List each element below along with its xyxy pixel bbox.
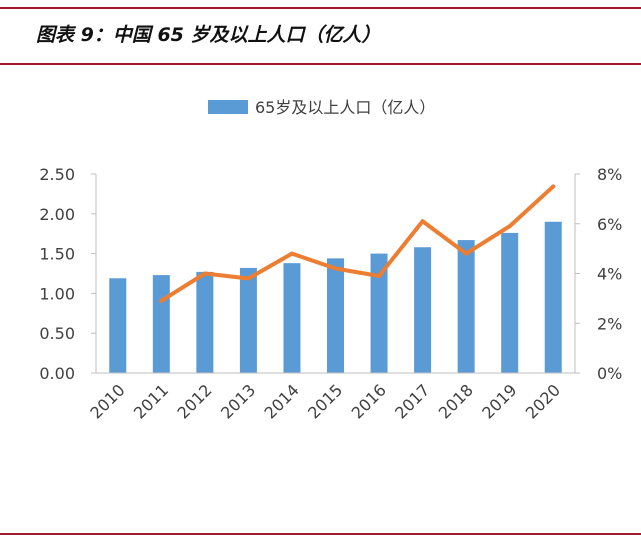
title-rule [0,63,641,65]
left-tick-label: 1.00 [39,284,75,303]
x-tick-label: 2020 [522,380,564,422]
right-tick-label: 8% [597,165,622,184]
bar-2017 [414,247,432,373]
left-tick-label: 1.50 [39,245,75,264]
bar-2019 [501,232,519,373]
figure-title: 图表 9：中国 65 岁及以上人口（亿人） [36,24,381,46]
growth-line-path [159,184,556,303]
growth-point-2017 [420,219,425,224]
axes [95,174,576,374]
x-tick-label: 2015 [304,380,346,422]
bar-2015 [327,258,344,373]
left-axis-ticks: 0.00 0.50 1.00 1.50 2.00 2.50 [39,165,96,383]
bar-2012 [196,271,214,373]
bottom-rule [0,533,641,535]
x-tick-label: 2018 [435,380,477,422]
growth-point-2013 [246,276,251,281]
bar-2011 [152,275,170,373]
x-tick-label: 2011 [130,380,172,422]
bar-2013 [239,267,257,373]
growth-point-2012 [202,271,207,276]
x-axis-ticks: 2010 2011 2012 2013 2014 2015 2016 2017 2018 2019… [86,380,564,422]
right-tick-label: 0% [597,364,622,383]
right-tick-label: 6% [597,215,622,234]
bar-2014 [283,263,301,373]
legend-swatch-population [208,100,248,114]
growth-line [159,184,556,303]
growth-point-2016 [377,273,382,278]
x-tick-label: 2016 [348,380,390,422]
left-tick-label: 2.50 [39,165,75,184]
growth-point-2015 [333,266,338,271]
bar-2010 [109,278,127,373]
left-tick-label: 0.00 [39,364,75,383]
growth-point-2020 [551,184,556,189]
top-rule [0,7,641,9]
x-tick-label: 2014 [261,380,303,422]
growth-point-2014 [289,251,294,256]
right-tick-label: 2% [597,314,622,333]
legend: 65岁及以上人口（亿人） [208,98,435,117]
x-tick-label: 2019 [478,380,520,422]
bars [109,221,562,373]
right-axis-ticks: 0% 2% 4% 6% 8% [575,165,622,383]
growth-point-2019 [507,224,512,229]
x-tick-label: 2013 [217,380,259,422]
right-tick-label: 4% [597,265,622,284]
left-tick-label: 2.00 [39,205,75,224]
bar-2020 [544,221,562,373]
growth-point-2018 [464,251,469,256]
legend-label-population: 65岁及以上人口（亿人） [255,98,435,117]
left-tick-label: 0.50 [39,324,75,343]
bar-2016 [370,253,388,373]
x-tick-label: 2010 [86,380,128,422]
bar-2018 [457,240,475,373]
x-tick-label: 2012 [173,380,215,422]
growth-point-2011 [159,298,164,303]
x-tick-label: 2017 [391,380,433,422]
